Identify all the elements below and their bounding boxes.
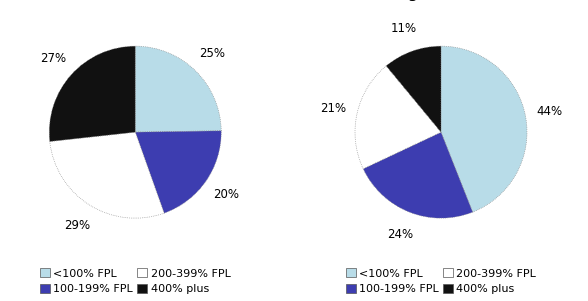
Text: 44%: 44%: [536, 105, 562, 118]
Title: All Children: All Children: [90, 0, 181, 1]
Text: 11%: 11%: [390, 22, 417, 35]
Text: 20%: 20%: [213, 188, 239, 201]
Text: 25%: 25%: [199, 47, 225, 60]
Wedge shape: [50, 132, 164, 218]
Legend: <100% FPL, 100-199% FPL, 200-399% FPL, 400% plus: <100% FPL, 100-199% FPL, 200-399% FPL, 4…: [40, 268, 230, 294]
Wedge shape: [135, 46, 221, 132]
Legend: <100% FPL, 100-199% FPL, 200-399% FPL, 400% plus: <100% FPL, 100-199% FPL, 200-399% FPL, 4…: [346, 268, 536, 294]
Wedge shape: [355, 66, 441, 169]
Text: 24%: 24%: [387, 228, 413, 241]
Text: 21%: 21%: [320, 102, 347, 115]
Wedge shape: [441, 46, 527, 212]
Wedge shape: [135, 131, 221, 213]
Wedge shape: [363, 132, 473, 218]
Wedge shape: [49, 46, 135, 141]
Title: CS Eligible Children: CS Eligible Children: [365, 0, 517, 1]
Text: 29%: 29%: [64, 219, 90, 232]
Text: 27%: 27%: [40, 52, 66, 65]
Wedge shape: [386, 46, 441, 132]
